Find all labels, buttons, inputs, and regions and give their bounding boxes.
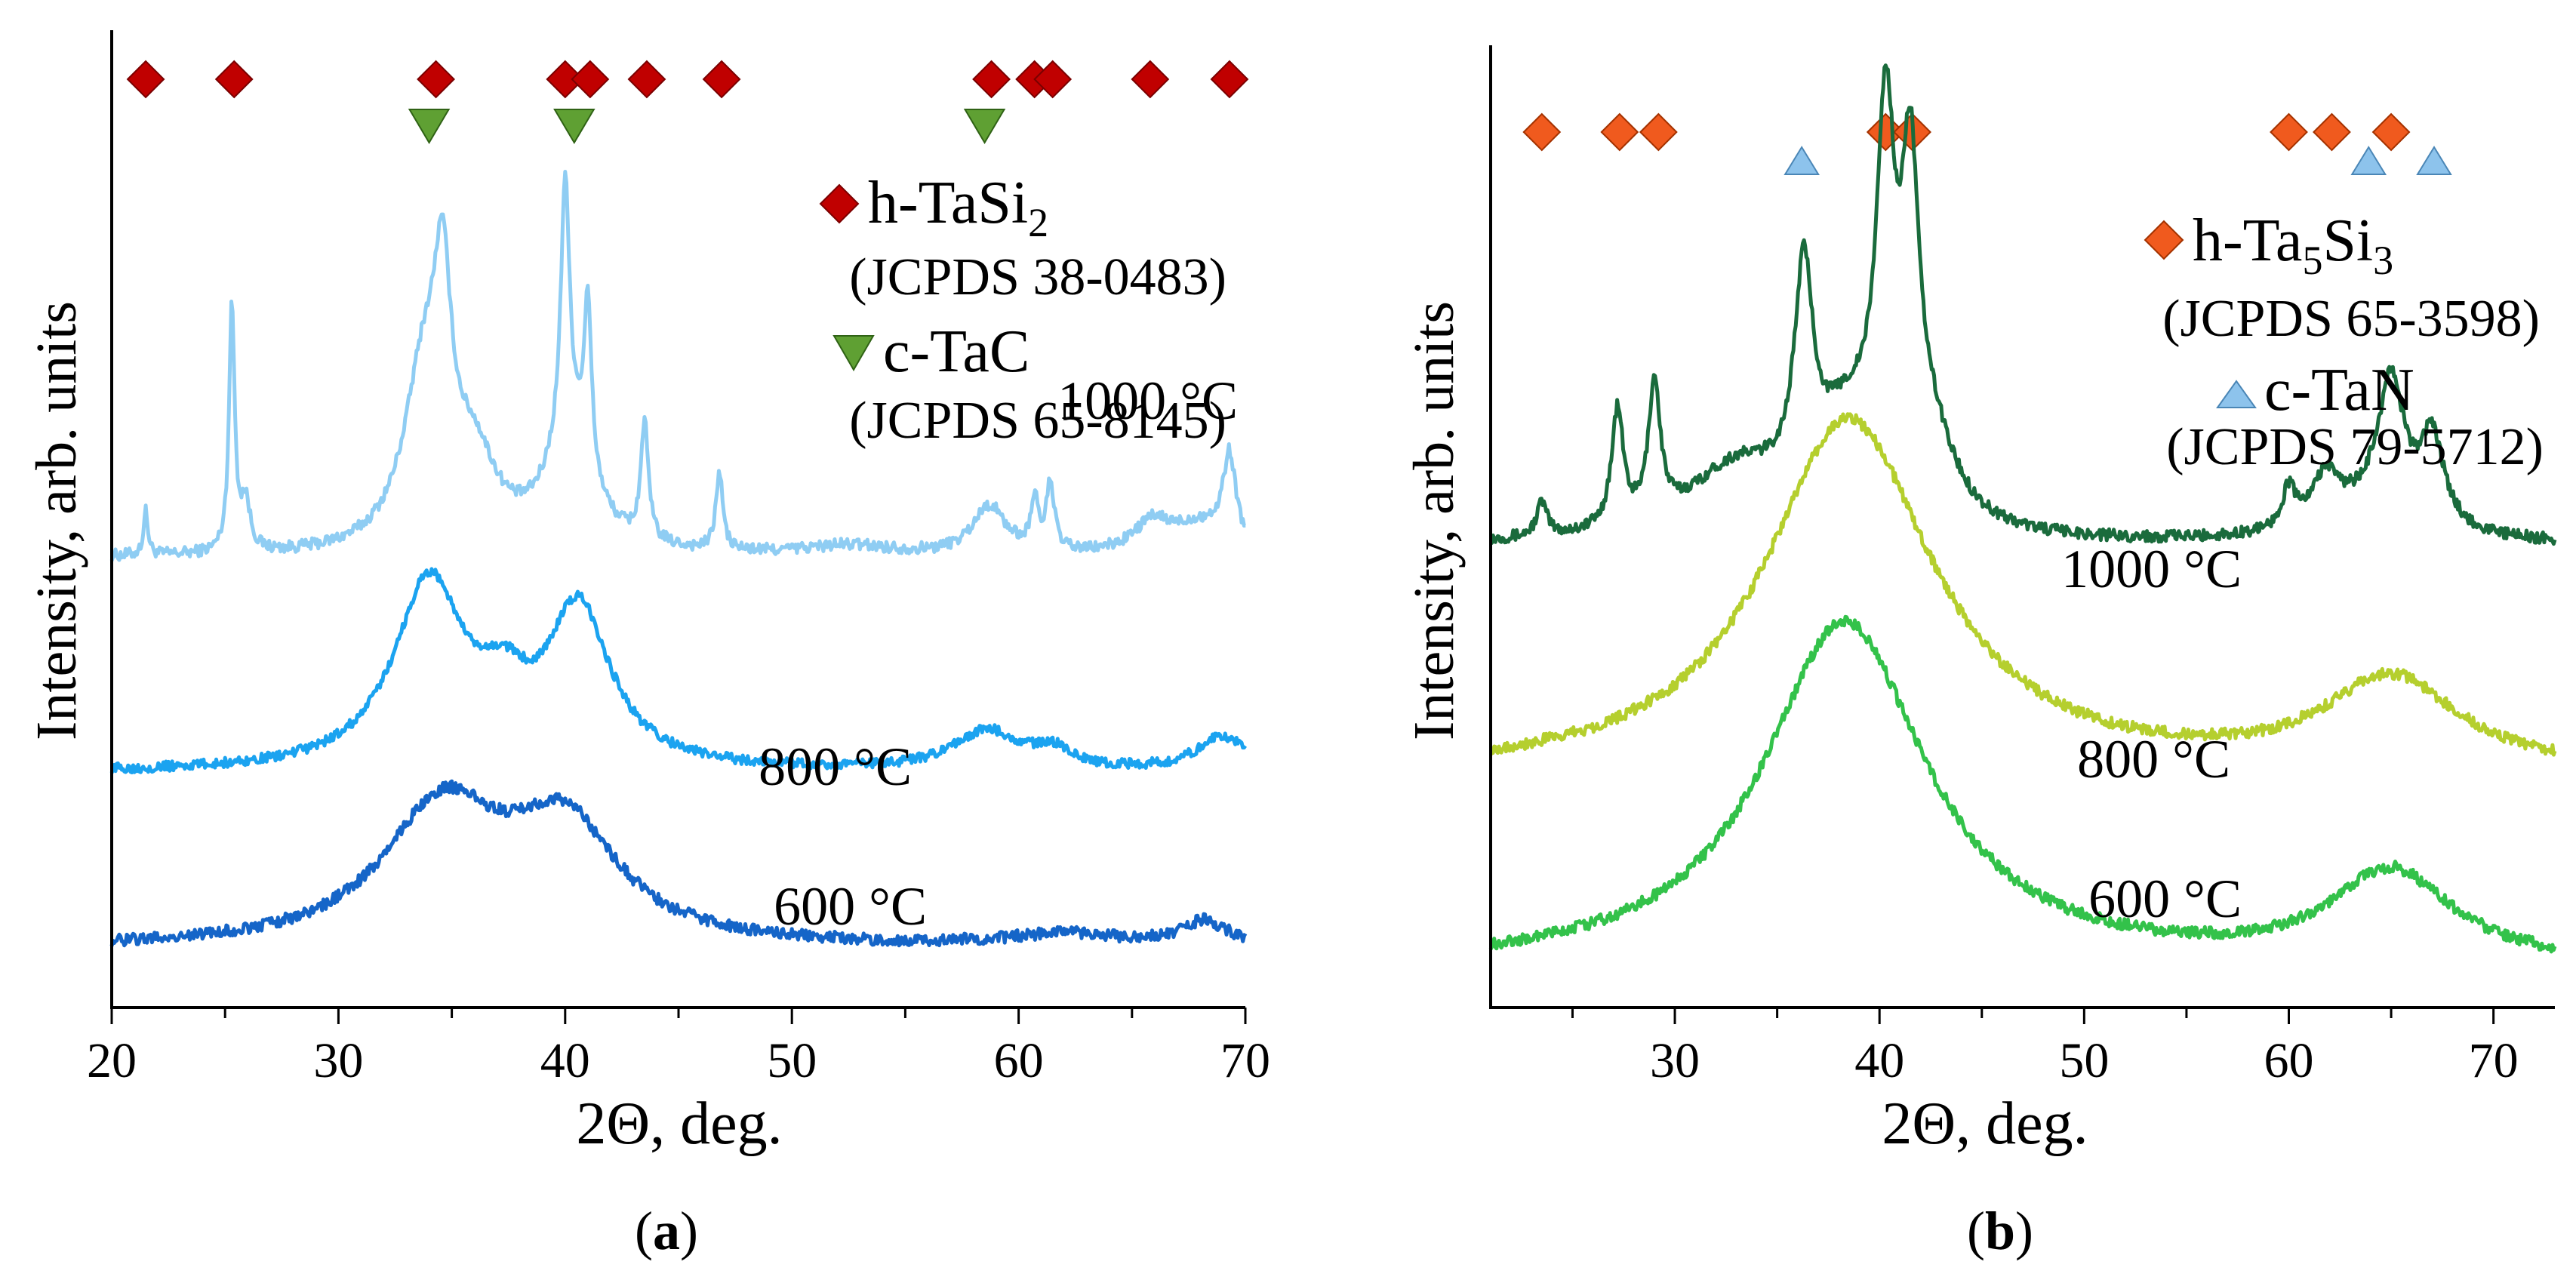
x-tick-label: 50 (767, 1033, 817, 1088)
x-tick-label: 30 (1650, 1033, 1700, 1088)
phase-marker-diamond (1639, 112, 1678, 152)
legend-a-ref-1: (JCPDS 38-0483) (849, 248, 1226, 306)
panel-a: 20 30 40 50 60 70 1000 °C 800 °C 600 °C h-TaS… (25, 30, 1270, 1261)
legend-diamond-icon (819, 183, 860, 224)
series-line-600C (1488, 614, 2557, 954)
phase-marker-diamond (417, 60, 455, 99)
phase-marker-diamond (1522, 112, 1562, 152)
phase-marker-diamond (2270, 112, 2308, 152)
panel-b: 30 40 50 60 70 1000 °C 800 °C 600 °C h-Ta5Si… (1402, 45, 2557, 1261)
x-tick-label: 40 (540, 1033, 590, 1088)
panel-b-label-1000: 1000 °C (2061, 539, 2242, 599)
phase-marker-triangle-down (408, 109, 451, 144)
panel-a-caption: (a) (635, 1201, 698, 1261)
panel-b-label-800: 800 °C (2077, 729, 2230, 789)
legend-triangle-down-icon (833, 335, 875, 371)
phase-marker-diamond (126, 60, 165, 99)
legend-b-entry-1: h-Ta5Si3 (2193, 208, 2393, 283)
series-line-1000C (109, 170, 1246, 562)
x-tick-label: 50 (2059, 1033, 2109, 1088)
panel-b-phase-markers (1522, 112, 2452, 175)
series-line-600C (109, 779, 1248, 948)
panel-b-x-label: 2Θ, deg. (1882, 1091, 2088, 1157)
legend-triangle-up-icon (2216, 380, 2257, 408)
phase-marker-diamond (2313, 112, 2351, 152)
phase-marker-triangle-down (553, 109, 596, 144)
phase-marker-diamond (972, 60, 1011, 99)
panel-b-y-label: Intensity, arb. units (1402, 301, 1466, 740)
x-tick-label: 60 (994, 1033, 1044, 1088)
x-tick-label: 20 (87, 1033, 137, 1088)
phase-marker-diamond (214, 60, 254, 99)
phase-marker-triangle-up (2350, 146, 2387, 175)
panel-b-label-600: 600 °C (2088, 869, 2242, 929)
series-line-800C (1488, 412, 2557, 757)
panel-b-x-ticks: 30 40 50 60 70 (1571, 1008, 2519, 1088)
phase-marker-triangle-up (2416, 146, 2452, 175)
legend-a-entry-2: c-TaC (883, 318, 1029, 385)
panel-a-series (109, 170, 1248, 948)
panel-a-label-1000: 1000 °C (1057, 371, 1238, 431)
series-line-800C (109, 567, 1248, 774)
phase-marker-diamond (571, 60, 610, 99)
x-tick-label: 40 (1854, 1033, 1904, 1088)
phase-marker-diamond (627, 60, 666, 99)
panel-b-legend: h-Ta5Si3 (JCPDS 65-3598) c-TaN (JCPDS 79… (2144, 208, 2544, 476)
legend-diamond-icon (2144, 220, 2184, 260)
phase-marker-triangle-up (1784, 146, 1820, 175)
x-tick-label: 30 (313, 1033, 363, 1088)
panel-a-y-label: Intensity, arb. units (25, 301, 88, 740)
x-tick-label: 70 (2469, 1033, 2519, 1088)
phase-marker-diamond (1131, 60, 1170, 99)
phase-marker-diamond (702, 60, 741, 99)
legend-a-ref-2: (JCPDS 65-8145) (849, 392, 1226, 450)
panel-a-label-800: 800 °C (759, 737, 912, 797)
legend-b-ref-1: (JCPDS 65-3598) (2162, 290, 2540, 348)
panel-b-caption: (b) (1967, 1201, 2033, 1261)
x-tick-label: 70 (1220, 1033, 1270, 1088)
phase-marker-diamond (1033, 60, 1073, 99)
panel-a-x-ticks: 20 30 40 50 60 70 (87, 1008, 1270, 1088)
legend-b-ref-2: (JCPDS 79-5712) (2166, 418, 2544, 476)
phase-marker-diamond (1600, 112, 1639, 152)
phase-marker-triangle-down (963, 109, 1006, 144)
x-tick-label: 60 (2264, 1033, 2314, 1088)
legend-a-entry-1: h-TaSi2 (868, 170, 1048, 245)
panel-a-x-label: 2Θ, deg. (576, 1091, 782, 1157)
phase-marker-diamond (2371, 112, 2411, 152)
phase-marker-diamond (1210, 60, 1249, 99)
legend-b-entry-2: c-TaN (2264, 357, 2414, 423)
panel-a-label-600: 600 °C (774, 876, 927, 937)
panel-a-phase-markers (126, 60, 1249, 144)
series-line-1000C (1489, 63, 2557, 546)
panel-a-legend: h-TaSi2 (JCPDS 38-0483) c-TaC (JCPDS 65-… (819, 170, 1226, 450)
panel-b-series (1488, 63, 2557, 954)
